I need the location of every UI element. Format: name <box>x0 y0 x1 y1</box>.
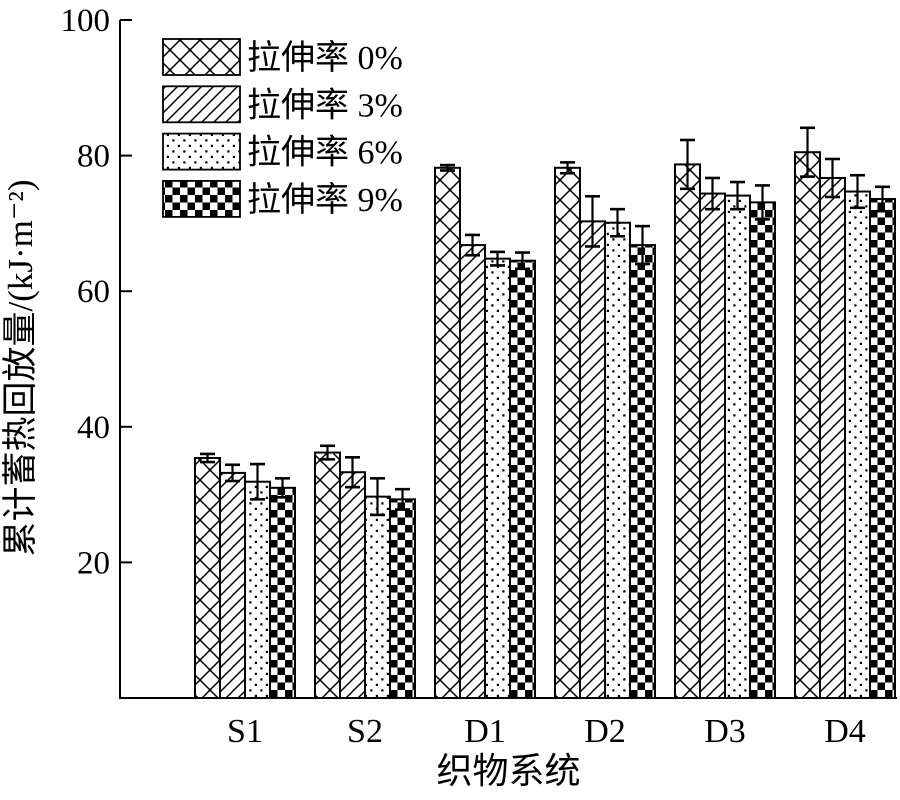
legend-label: 拉伸率 0% <box>247 39 403 77</box>
error-bar-D2-series1 <box>585 194 600 248</box>
legend-swatch-diagonal-pattern <box>162 85 241 124</box>
error-bar-D1-series3 <box>515 251 530 271</box>
category-label-D2: D2 <box>584 713 626 750</box>
axes-layer: S1 S2 D1 D2 D3 D4 20 40 60 80 100 织物系统 累计蓄热回放量/(kJ·m… <box>1 3 897 791</box>
error-bar-S1-series0 <box>200 452 215 464</box>
bar-D1-series3 <box>509 259 536 699</box>
legend-item-0: 拉伸率 0% <box>162 38 403 77</box>
bars-layer <box>194 151 896 700</box>
bar-D3-series0 <box>674 163 701 699</box>
bar-D1-series2 <box>484 257 511 699</box>
bar-D3-series1 <box>699 192 726 699</box>
bar-D2-series0 <box>554 166 581 699</box>
bar-D3-series2 <box>724 194 751 700</box>
bar-S2-series1 <box>339 471 366 700</box>
legend-item-3: 拉伸率 9% <box>162 179 403 219</box>
bar-S1-series0 <box>194 456 221 699</box>
y-tick-label: 80 <box>77 139 110 175</box>
legend-label: 拉伸率 6% <box>247 134 403 172</box>
category-label-D4: D4 <box>824 713 866 750</box>
bar-D3-series3 <box>749 201 776 700</box>
y-tick-label: 40 <box>77 410 110 446</box>
category-label-S1: S1 <box>227 713 263 750</box>
error-bar-D3-series0 <box>680 138 695 191</box>
error-bar-S1-series2 <box>250 462 265 501</box>
legend: 拉伸率 0% 拉伸率 3% 拉伸率 6% 拉伸率 9% <box>162 38 403 219</box>
y-axis-title: 累计蓄热回放量/(kJ·m⁻²) <box>1 179 40 556</box>
error-bar-D4-series2 <box>850 173 865 210</box>
legend-item-1: 拉伸率 3% <box>162 85 403 124</box>
bar-S1-series2 <box>244 480 271 699</box>
bar-S2-series0 <box>314 451 341 699</box>
legend-swatch-dots-pattern <box>162 132 241 171</box>
error-bar-D1-series2 <box>490 250 505 267</box>
y-tick-label: 100 <box>61 3 111 39</box>
error-bar-D2-series0 <box>560 161 575 175</box>
error-bar-D2-series3 <box>635 224 650 266</box>
error-bar-D4-series3 <box>875 185 890 213</box>
error-bar-D2-series2 <box>610 207 625 238</box>
error-bar-S2-series0 <box>320 444 335 461</box>
error-bars-layer <box>200 126 890 517</box>
bar-D2-series3 <box>629 244 656 699</box>
bar-S2-series3 <box>389 498 416 700</box>
category-label-D1: D1 <box>464 713 506 750</box>
y-tick-label: 60 <box>77 274 110 310</box>
x-axis-title: 织物系统 <box>436 751 580 791</box>
bar-D2-series1 <box>579 220 606 699</box>
category-label-S2: S2 <box>347 713 383 750</box>
error-bar-D3-series3 <box>755 184 770 221</box>
bar-D1-series1 <box>459 244 486 699</box>
error-bar-D4-series0 <box>800 126 815 178</box>
bar-D4-series1 <box>819 176 846 699</box>
legend-item-2: 拉伸率 6% <box>162 132 403 172</box>
legend-label: 拉伸率 3% <box>247 86 403 124</box>
legend-label: 拉伸率 9% <box>247 181 403 219</box>
legend-swatch-checkerboard-pattern <box>162 179 241 218</box>
error-bar-S1-series3 <box>275 477 290 499</box>
error-bar-S2-series2 <box>370 477 385 517</box>
bar-D2-series2 <box>604 221 631 700</box>
y-tick-label: 20 <box>77 545 110 581</box>
bar-D4-series2 <box>844 190 871 699</box>
bar-D4-series0 <box>794 151 821 699</box>
error-bar-S2-series3 <box>395 487 410 511</box>
bar-D1-series0 <box>434 166 461 699</box>
error-bar-D3-series1 <box>705 176 720 211</box>
error-bar-D3-series2 <box>730 180 745 211</box>
bar-S2-series2 <box>364 495 391 699</box>
error-bar-S1-series1 <box>225 463 240 483</box>
category-label-D3: D3 <box>704 713 746 750</box>
error-bar-D1-series1 <box>465 233 480 257</box>
bar-S1-series1 <box>219 471 246 699</box>
error-bar-D4-series1 <box>825 157 840 199</box>
bar-S1-series3 <box>269 486 296 699</box>
error-bar-D1-series0 <box>440 163 455 172</box>
bar-D4-series3 <box>869 197 896 699</box>
error-bar-S2-series1 <box>345 456 360 489</box>
legend-swatch-crosshatch-pattern <box>162 38 241 76</box>
